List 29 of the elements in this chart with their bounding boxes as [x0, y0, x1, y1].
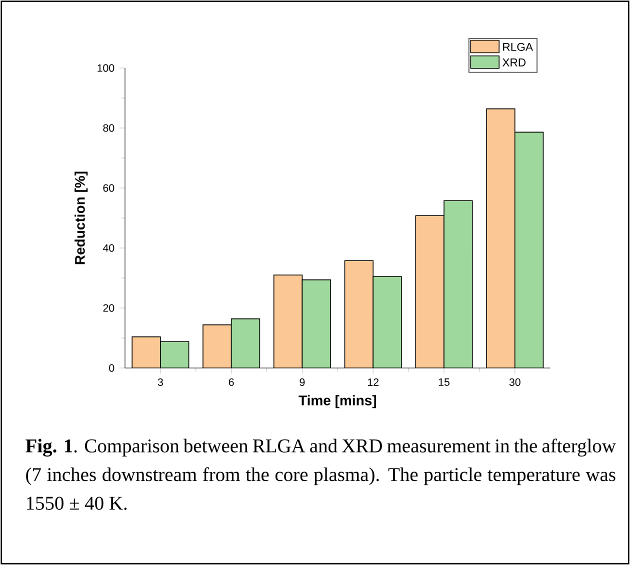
- y-tick-label: 0: [109, 364, 114, 372]
- y-tick-label: 100: [98, 64, 114, 72]
- y-tick-label: 40: [102, 244, 114, 252]
- x-tick-label: 3: [158, 378, 163, 386]
- bar: [202, 324, 232, 368]
- x-tick-label: 12: [368, 378, 379, 386]
- text: Fig. 1. Comparison between RLGA and XRD measurement in the afterglow (7 inches downstream from the core plasma). The particle temperature was 1550 ± 40 K.: [26, 438, 616, 510]
- bar: [444, 200, 473, 368]
- legend-label: XRD: [502, 58, 526, 66]
- bar: [486, 108, 516, 368]
- bar: [230, 318, 260, 368]
- bar: [415, 215, 444, 368]
- bar: [273, 274, 303, 368]
- x-tick-label: 6: [228, 378, 234, 386]
- bar: [344, 260, 374, 368]
- y-axis-title: Reduction [%]: [74, 172, 88, 264]
- bar: [302, 279, 331, 368]
- bar: [132, 336, 161, 368]
- x-tick-label: 9: [300, 378, 305, 386]
- bar: [372, 276, 402, 368]
- bar: [514, 132, 544, 368]
- y-tick-label: 60: [103, 184, 114, 192]
- y-tick-label: 20: [103, 304, 114, 312]
- x-axis-title: Time [mins]: [298, 395, 376, 408]
- legend-label: RLGA: [503, 42, 534, 51]
- x-tick-label: 30: [509, 378, 520, 386]
- y-tick-label: 80: [103, 124, 114, 132]
- x-tick-label: 15: [438, 378, 450, 386]
- bar: [160, 341, 190, 368]
